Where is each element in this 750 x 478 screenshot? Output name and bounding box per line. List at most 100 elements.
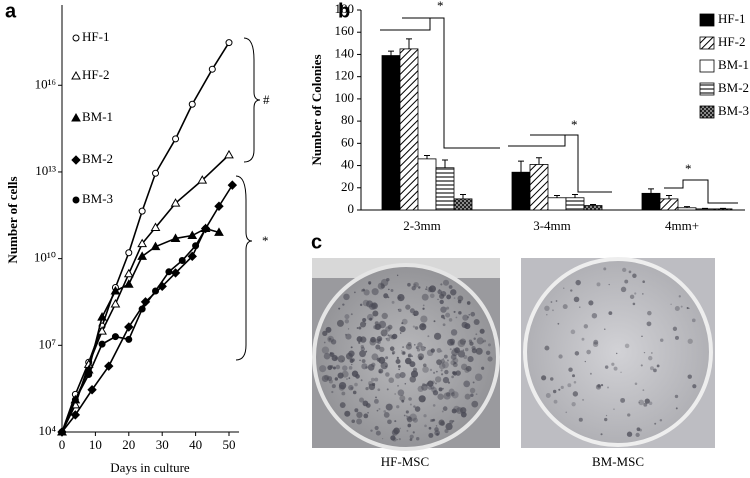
marker (125, 249, 133, 257)
bracket (664, 179, 738, 204)
photo-bm-msc (521, 257, 715, 448)
marker (202, 225, 210, 233)
panel-label: a (5, 0, 17, 22)
y-axis-title: Number of Colonies (309, 55, 324, 166)
legend-label: HF-2 (82, 67, 109, 82)
y-tick-label: 40 (341, 157, 354, 172)
marker (85, 370, 93, 378)
marker (152, 169, 160, 177)
marker (124, 322, 134, 332)
y-tick-label: 10⁷ (38, 336, 56, 351)
error-bar (702, 207, 708, 209)
legend-marker (72, 196, 80, 204)
legend-label: HF-1 (718, 11, 745, 26)
bar (547, 197, 567, 211)
caption: HF-MSC (381, 454, 429, 469)
marker (71, 396, 79, 404)
x-axis-title: Days in culture (110, 460, 190, 475)
marker (152, 287, 160, 295)
marker (208, 65, 216, 73)
marker (187, 230, 198, 240)
y-tick-label: 180 (335, 1, 355, 16)
error-bar (720, 207, 726, 209)
marker (214, 201, 224, 211)
y-tick-label: 10¹³ (35, 163, 56, 178)
bar (565, 197, 585, 211)
x-tick-label: 40 (189, 437, 202, 452)
caption: BM-MSC (592, 454, 644, 469)
marker (104, 361, 114, 371)
legend-label: HF-2 (718, 34, 745, 49)
bar (641, 192, 661, 211)
x-tick-label: 10 (89, 437, 102, 452)
marker (187, 251, 197, 262)
legend-label: BM-3 (718, 103, 749, 118)
marker (227, 180, 238, 190)
legend-swatch (699, 36, 715, 50)
y-tick-label: 80 (341, 112, 354, 127)
y-axis-title: Number of cells (5, 176, 20, 263)
marker (137, 238, 148, 248)
legend-marker (72, 34, 80, 42)
marker (110, 298, 121, 308)
error-bar (388, 50, 394, 56)
y-tick-label: 10¹⁰ (34, 250, 56, 265)
marker (58, 428, 66, 436)
marker (150, 241, 161, 251)
panel-label: b (338, 0, 350, 22)
marker (225, 39, 233, 47)
legend-marker (71, 112, 81, 122)
series-line (61, 184, 234, 433)
marker (125, 335, 133, 343)
marker (197, 175, 208, 184)
bar (511, 171, 531, 211)
y-tick-label: 10¹⁶ (35, 76, 56, 91)
legend-label: BM-1 (82, 109, 113, 124)
marker (111, 333, 119, 341)
bar (659, 198, 679, 211)
y-tick-label: 140 (335, 45, 355, 60)
annotation: * (262, 233, 269, 248)
x-tick-label: 30 (156, 437, 169, 452)
bar (677, 207, 697, 211)
marker (138, 207, 146, 215)
error-bar (442, 159, 448, 168)
marker (178, 257, 186, 265)
bar (435, 167, 455, 211)
photo-hf-msc (312, 258, 500, 451)
marker (165, 268, 173, 276)
legend-swatch (699, 59, 715, 73)
legend-label: BM-2 (82, 151, 113, 166)
legend-marker (71, 70, 81, 80)
bar (583, 205, 603, 211)
bar (713, 208, 733, 211)
marker (214, 227, 224, 236)
y-tick-label: 120 (335, 68, 355, 83)
marker (170, 198, 181, 207)
error-bar (684, 206, 690, 208)
marker (123, 279, 134, 288)
error-bar (648, 188, 654, 194)
bar (529, 164, 549, 211)
annotation: * (437, 0, 444, 13)
bracket (508, 134, 612, 193)
marker (137, 251, 148, 260)
marker (97, 326, 107, 335)
x-tick-label: 3-4mm (533, 218, 571, 233)
legend-label: HF-1 (82, 29, 109, 44)
annotation: * (571, 117, 578, 132)
legend-swatch (699, 13, 715, 27)
y-tick-label: 160 (335, 23, 355, 38)
marker (70, 410, 81, 420)
annotation: # (263, 92, 270, 107)
bar (417, 158, 437, 211)
legend-swatch (699, 105, 715, 119)
y-tick-label: 0 (348, 201, 355, 216)
marker (172, 135, 180, 143)
bar (399, 48, 419, 211)
error-bar (554, 195, 560, 198)
x-tick-label: 20 (122, 437, 135, 452)
bar (381, 55, 401, 211)
panel-label: c (311, 231, 322, 253)
bar (453, 198, 473, 211)
